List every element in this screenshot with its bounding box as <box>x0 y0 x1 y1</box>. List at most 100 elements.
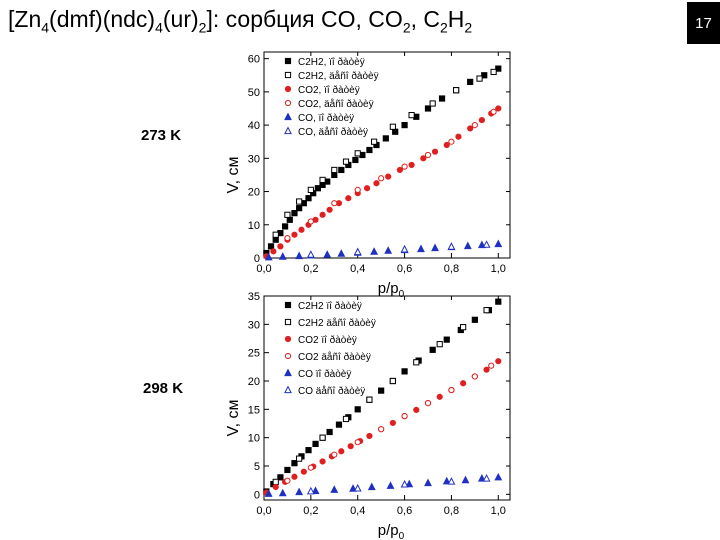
data-point <box>405 479 414 488</box>
legend-marker <box>284 112 292 121</box>
data-point <box>366 146 373 154</box>
data-point <box>330 485 339 493</box>
data-point <box>396 166 403 174</box>
data-point <box>278 488 287 497</box>
title-subscript: 2 <box>198 19 207 36</box>
data-point <box>424 105 432 112</box>
data-point <box>354 150 361 157</box>
legend-label: C2H2, äåñî ðàòèÿ <box>298 70 379 82</box>
y-tick-label: 50 <box>248 87 260 99</box>
page-number-badge: 17 <box>687 2 720 44</box>
data-point <box>463 241 472 250</box>
legend-marker <box>284 71 292 79</box>
data-point <box>442 476 451 485</box>
x-axis-label: p/p0 <box>378 280 405 300</box>
data-point <box>307 464 314 471</box>
data-point <box>291 473 298 480</box>
data-point <box>483 307 490 314</box>
data-point <box>295 251 304 260</box>
y-tick-label: 30 <box>248 153 260 165</box>
data-point <box>495 105 502 112</box>
legend-marker <box>284 126 292 135</box>
data-point <box>326 428 333 436</box>
y-tick-label: 10 <box>248 220 260 232</box>
data-point <box>345 195 352 202</box>
legend-label: CO2 äåñî ðàòèÿ <box>298 351 371 363</box>
data-point <box>272 483 279 491</box>
data-point <box>389 377 396 385</box>
legend-marker <box>284 99 292 107</box>
y-tick-label: 10 <box>248 433 260 445</box>
data-point <box>284 234 291 242</box>
data-point <box>401 163 408 170</box>
data-point <box>338 448 345 455</box>
data-point <box>264 252 273 261</box>
legend-label: CO, äåñî ðàòèÿ <box>298 126 368 138</box>
data-point <box>448 138 455 145</box>
data-point <box>477 473 486 482</box>
data-point <box>363 185 371 192</box>
data-point <box>295 487 304 496</box>
legend-label: C2H2 ïî ðàòèÿ <box>298 300 362 312</box>
data-point <box>378 426 385 433</box>
y-tick-label: 20 <box>248 376 260 388</box>
data-point <box>495 298 502 305</box>
data-point <box>488 362 495 369</box>
legend-marker <box>284 57 292 65</box>
data-point <box>490 108 497 115</box>
data-point <box>481 72 488 79</box>
data-point <box>281 223 289 230</box>
plot-frame <box>263 295 511 501</box>
data-point <box>272 231 279 238</box>
data-point <box>389 419 396 427</box>
data-point <box>291 460 298 467</box>
legend-marker <box>284 385 292 394</box>
x-axis-label-subscript: 0 <box>399 289 405 300</box>
data-point <box>337 249 346 257</box>
data-point <box>447 477 456 485</box>
x-tick-label: 0,4 <box>350 505 365 517</box>
data-point <box>286 216 293 223</box>
data-point <box>392 128 399 135</box>
x-tick-label: 0,4 <box>350 263 365 275</box>
x-tick-label: 0,0 <box>256 505 271 517</box>
data-point <box>431 243 439 252</box>
data-point <box>455 133 462 140</box>
data-point <box>471 316 478 323</box>
data-point <box>460 380 467 387</box>
legend-marker <box>284 318 292 326</box>
title-subscript: 2 <box>464 19 473 36</box>
title-subscript: 4 <box>41 19 50 36</box>
data-point <box>342 415 350 423</box>
x-tick-label: 0,0 <box>256 263 271 275</box>
data-point <box>438 95 446 102</box>
data-point <box>312 440 319 447</box>
legend-label: CO2, äåñî ðàòèÿ <box>298 98 374 110</box>
data-point <box>296 205 303 212</box>
data-point <box>436 393 443 400</box>
legend-marker <box>284 352 292 360</box>
temperature-label-273k: 273 K <box>141 127 182 144</box>
data-point <box>347 443 354 450</box>
data-point <box>461 475 470 484</box>
data-point <box>342 158 350 165</box>
data-point <box>291 231 298 238</box>
data-point <box>495 65 502 72</box>
data-point <box>371 138 378 145</box>
legend-label: CO, ïî ðàòèÿ <box>298 112 354 124</box>
data-point <box>389 123 396 130</box>
data-point <box>335 421 343 428</box>
legend-label: C2H2 äåñî ðàòèÿ <box>298 317 376 329</box>
data-point <box>272 236 279 243</box>
data-point <box>420 155 427 162</box>
data-point <box>284 477 291 484</box>
x-tick-label: 0,6 <box>397 263 412 275</box>
data-point <box>424 478 432 487</box>
data-point <box>331 451 338 458</box>
data-point <box>478 117 485 124</box>
slide-title: [Zn4(dmf)(ndc)4(ur)2]: сорбция CO, CO2, … <box>8 6 473 36</box>
data-point <box>319 458 326 465</box>
data-point <box>467 78 474 86</box>
data-point <box>400 479 409 488</box>
data-point <box>305 195 312 202</box>
